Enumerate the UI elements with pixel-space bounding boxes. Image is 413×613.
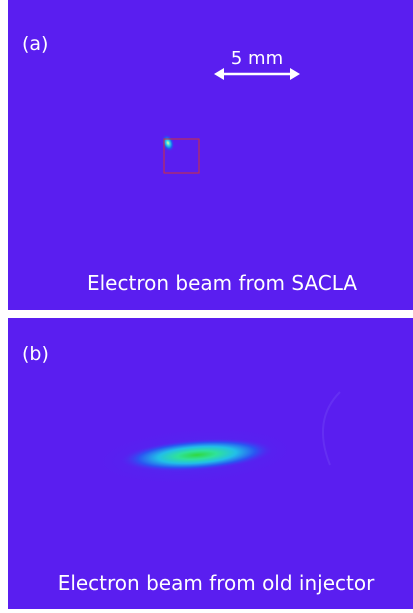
panel-b: (b) Electron beam from old injector [8,318,413,609]
panel-background [8,0,413,310]
figure: (a) 5 mm Electron beam from SACLA (b) El… [0,0,413,609]
panel-a: (a) 5 mm Electron beam from SACLA [8,0,413,310]
scale-bar-label: 5 mm [231,48,283,69]
panel-caption: Electron beam from old injector [58,571,375,595]
panel-caption: Electron beam from SACLA [87,271,357,295]
panel-label: (a) [22,33,48,55]
panel-label: (b) [22,343,49,365]
